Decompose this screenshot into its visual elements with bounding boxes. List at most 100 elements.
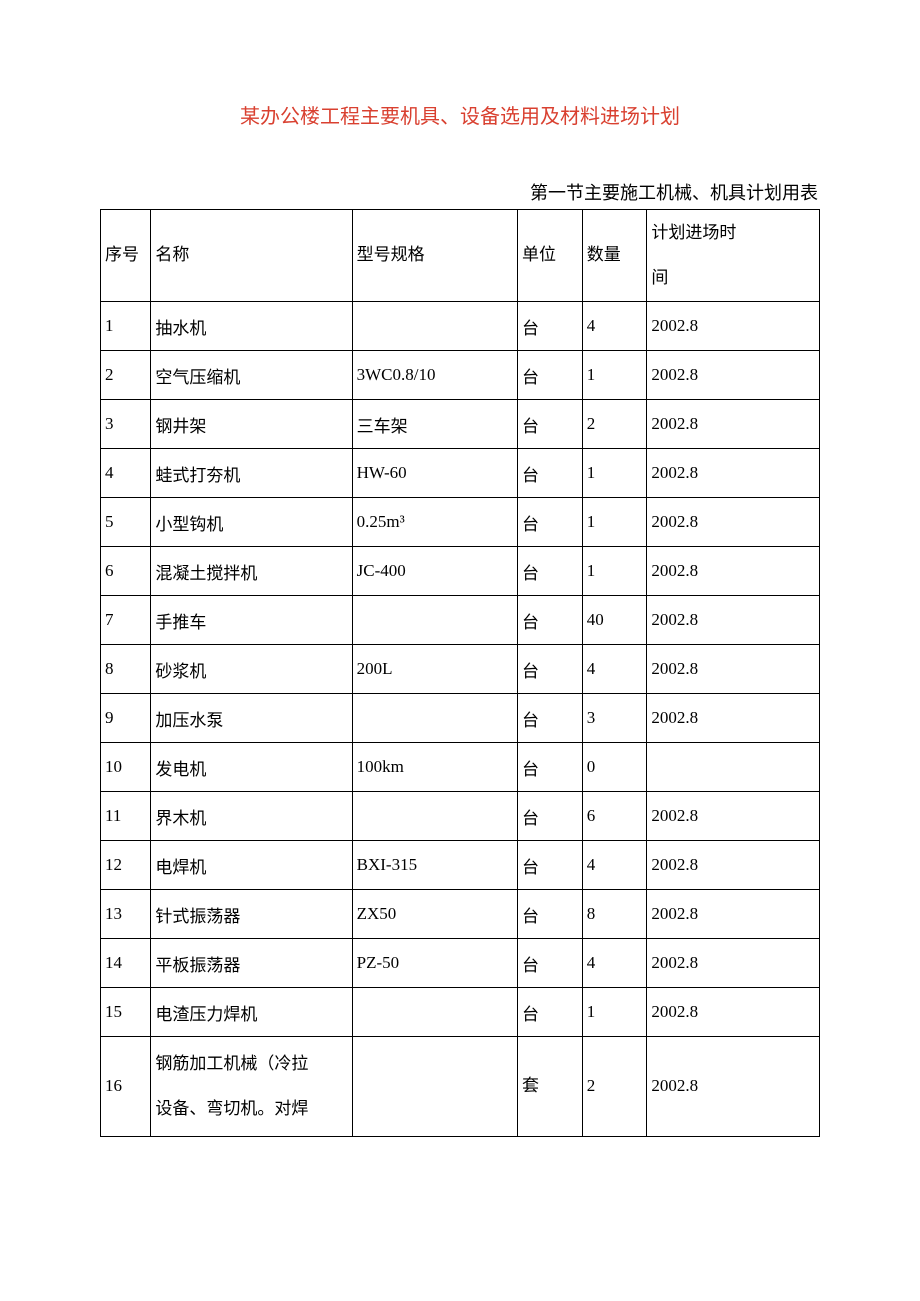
col-header-spec: 型号规格	[352, 210, 517, 302]
cell-name: 针式振荡器	[151, 890, 352, 939]
cell-spec: ZX50	[352, 890, 517, 939]
cell-name: 发电机	[151, 743, 352, 792]
cell-seq: 13	[101, 890, 151, 939]
cell-qty: 2	[582, 1037, 647, 1137]
cell-unit: 套	[518, 1037, 583, 1137]
cell-spec	[352, 792, 517, 841]
cell-qty: 8	[582, 890, 647, 939]
cell-seq: 1	[101, 302, 151, 351]
cell-date: 2002.8	[647, 547, 820, 596]
table-row: 5小型钩机0.25m³台12002.8	[101, 498, 820, 547]
cell-seq: 12	[101, 841, 151, 890]
cell-date: 2002.8	[647, 302, 820, 351]
title-text: 某办公楼工程主要机具、设备选用及材料进场计划	[240, 106, 680, 128]
cell-spec: JC-400	[352, 547, 517, 596]
table-body: 1抽水机台42002.82空气压缩机3WC0.8/10台12002.83钢井架三…	[101, 302, 820, 1137]
cell-spec	[352, 596, 517, 645]
cell-date: 2002.8	[647, 988, 820, 1037]
cell-name: 钢井架	[151, 400, 352, 449]
cell-qty: 6	[582, 792, 647, 841]
cell-unit: 台	[518, 400, 583, 449]
cell-seq: 7	[101, 596, 151, 645]
table-row: 13针式振荡器ZX50台82002.8	[101, 890, 820, 939]
cell-name: 空气压缩机	[151, 351, 352, 400]
cell-unit: 台	[518, 498, 583, 547]
section-subtitle: 第一节主要施工机械、机具计划用表	[100, 179, 820, 205]
cell-spec	[352, 694, 517, 743]
cell-seq: 2	[101, 351, 151, 400]
cell-unit: 台	[518, 694, 583, 743]
cell-spec: PZ-50	[352, 939, 517, 988]
cell-seq: 6	[101, 547, 151, 596]
cell-date: 2002.8	[647, 596, 820, 645]
cell-qty: 4	[582, 939, 647, 988]
cell-date: 2002.8	[647, 645, 820, 694]
cell-qty: 40	[582, 596, 647, 645]
cell-qty: 2	[582, 400, 647, 449]
cell-name: 蛙式打夯机	[151, 449, 352, 498]
table-row: 3钢井架三车架台22002.8	[101, 400, 820, 449]
table-row: 8砂浆机200L台42002.8	[101, 645, 820, 694]
cell-seq: 4	[101, 449, 151, 498]
cell-spec: 100km	[352, 743, 517, 792]
cell-spec	[352, 302, 517, 351]
cell-qty: 0	[582, 743, 647, 792]
cell-unit: 台	[518, 841, 583, 890]
equipment-table: 序号 名称 型号规格 单位 数量 计划进场时间 1抽水机台42002.82空气压…	[100, 209, 820, 1137]
cell-date: 2002.8	[647, 890, 820, 939]
cell-name: 砂浆机	[151, 645, 352, 694]
table-row: 7手推车台402002.8	[101, 596, 820, 645]
cell-name: 钢筋加工机械（冷拉设备、弯切机。对焊	[151, 1037, 352, 1137]
cell-spec: BXI-315	[352, 841, 517, 890]
cell-seq: 10	[101, 743, 151, 792]
cell-seq: 8	[101, 645, 151, 694]
cell-date: 2002.8	[647, 498, 820, 547]
cell-seq: 11	[101, 792, 151, 841]
cell-spec: HW-60	[352, 449, 517, 498]
cell-unit: 台	[518, 743, 583, 792]
page-title: 某办公楼工程主要机具、设备选用及材料进场计划	[100, 100, 820, 129]
cell-spec: 三车架	[352, 400, 517, 449]
cell-seq: 5	[101, 498, 151, 547]
cell-name: 界木机	[151, 792, 352, 841]
table-row: 4蛙式打夯机HW-60台12002.8	[101, 449, 820, 498]
cell-qty: 4	[582, 302, 647, 351]
cell-unit: 台	[518, 449, 583, 498]
table-row: 16钢筋加工机械（冷拉设备、弯切机。对焊套22002.8	[101, 1037, 820, 1137]
cell-qty: 1	[582, 351, 647, 400]
col-header-date: 计划进场时间	[647, 210, 820, 302]
table-row: 10发电机100km台0	[101, 743, 820, 792]
cell-name: 小型钩机	[151, 498, 352, 547]
cell-name: 电渣压力焊机	[151, 988, 352, 1037]
cell-seq: 9	[101, 694, 151, 743]
table-row: 11界木机 台62002.8	[101, 792, 820, 841]
cell-spec: 0.25m³	[352, 498, 517, 547]
cell-unit: 台	[518, 792, 583, 841]
col-header-unit: 单位	[518, 210, 583, 302]
cell-qty: 1	[582, 498, 647, 547]
cell-unit: 台	[518, 351, 583, 400]
cell-date: 2002.8	[647, 792, 820, 841]
cell-date: 2002.8	[647, 841, 820, 890]
cell-unit: 台	[518, 596, 583, 645]
cell-qty: 1	[582, 988, 647, 1037]
table-row: 1抽水机台42002.8	[101, 302, 820, 351]
cell-seq: 14	[101, 939, 151, 988]
cell-spec	[352, 1037, 517, 1137]
table-row: 14平板振荡器PZ-50台42002.8	[101, 939, 820, 988]
col-header-qty: 数量	[582, 210, 647, 302]
cell-name: 抽水机	[151, 302, 352, 351]
cell-seq: 3	[101, 400, 151, 449]
cell-qty: 1	[582, 547, 647, 596]
cell-unit: 台	[518, 939, 583, 988]
cell-spec: 200L	[352, 645, 517, 694]
table-row: 6混凝土搅拌机JC-400台12002.8	[101, 547, 820, 596]
table-row: 2空气压缩机3WC0.8/10台12002.8	[101, 351, 820, 400]
cell-qty: 4	[582, 645, 647, 694]
cell-date: 2002.8	[647, 694, 820, 743]
cell-qty: 4	[582, 841, 647, 890]
table-row: 12电焊机BXI-315台42002.8	[101, 841, 820, 890]
table-row: 15电渣压力焊机台12002.8	[101, 988, 820, 1037]
cell-seq: 15	[101, 988, 151, 1037]
cell-seq: 16	[101, 1037, 151, 1137]
